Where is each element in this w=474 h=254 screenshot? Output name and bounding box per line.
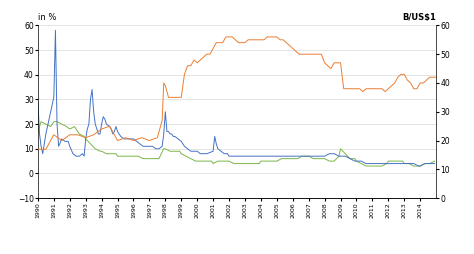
Text: B/US$1: B/US$1 (402, 13, 436, 22)
Inflation Rate (LHS) (115, 155, 120, 158)
Reverse Repurchase Rate (LHS) (35, 100, 41, 103)
Reverse Repurchase Rate (LHS) (124, 137, 130, 140)
Line: Nominal Exchange Rate (RHS): Nominal Exchange Rate (RHS) (38, 37, 436, 149)
Reverse Repurchase Rate (LHS) (53, 29, 58, 32)
Inflation Rate (LHS) (363, 165, 369, 168)
Inflation Rate (LHS) (242, 162, 248, 165)
Inflation Rate (LHS) (131, 155, 137, 158)
Nominal Exchange Rate (RHS) (188, 64, 194, 67)
Nominal Exchange Rate (RHS) (408, 82, 413, 85)
Line: Reverse Repurchase Rate (LHS): Reverse Repurchase Rate (LHS) (38, 30, 435, 166)
Nominal Exchange Rate (RHS) (223, 35, 228, 38)
Reverse Repurchase Rate (LHS) (146, 145, 152, 148)
Inflation Rate (LHS) (417, 165, 423, 168)
Nominal Exchange Rate (RHS) (424, 78, 429, 82)
Inflation Rate (LHS) (35, 130, 41, 133)
Inflation Rate (LHS) (274, 160, 280, 163)
Text: in %: in % (38, 13, 56, 22)
Reverse Repurchase Rate (LHS) (416, 165, 421, 168)
Nominal Exchange Rate (RHS) (433, 76, 439, 79)
Nominal Exchange Rate (RHS) (271, 35, 276, 38)
Reverse Repurchase Rate (LHS) (156, 147, 162, 150)
Inflation Rate (LHS) (406, 162, 412, 165)
Line: Inflation Rate (LHS): Inflation Rate (LHS) (38, 122, 435, 166)
Nominal Exchange Rate (RHS) (35, 148, 41, 151)
Inflation Rate (LHS) (38, 120, 44, 123)
Reverse Repurchase Rate (LHS) (432, 162, 438, 165)
Nominal Exchange Rate (RHS) (59, 139, 64, 142)
Reverse Repurchase Rate (LHS) (310, 155, 316, 158)
Nominal Exchange Rate (RHS) (201, 56, 206, 59)
Inflation Rate (LHS) (432, 160, 438, 163)
Reverse Repurchase Rate (LHS) (191, 150, 197, 153)
Reverse Repurchase Rate (LHS) (65, 140, 71, 143)
